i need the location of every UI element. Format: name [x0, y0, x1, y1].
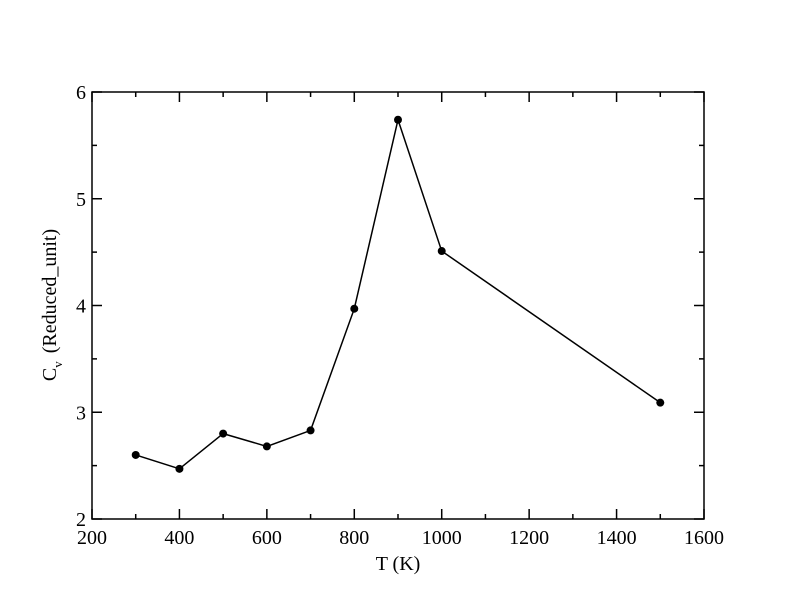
- x-tick-label: 600: [252, 527, 282, 549]
- y-label-symbol: C: [39, 368, 61, 381]
- y-tick-label: 3: [76, 402, 86, 424]
- x-tick-label: 1400: [597, 527, 637, 549]
- point: [219, 429, 228, 438]
- x-tick-label: 200: [77, 527, 107, 549]
- y-axis-label: Cv (Reduced_unit): [39, 229, 65, 381]
- y-label-unit: (Reduced_unit): [39, 229, 61, 353]
- point: [175, 464, 184, 473]
- point: [656, 398, 665, 407]
- point: [350, 304, 359, 313]
- x-tick-label: 800: [339, 527, 369, 549]
- y-tick-label: 2: [76, 509, 86, 531]
- y-tick-label: 5: [76, 189, 86, 211]
- x-tick-label: 1000: [422, 527, 462, 549]
- y-label-subscript: v: [50, 361, 65, 368]
- plot-frame: [91, 91, 705, 520]
- point: [437, 247, 446, 256]
- point: [306, 426, 315, 435]
- line: [135, 116, 661, 470]
- x-tick-label: 1200: [509, 527, 549, 549]
- y-tick-label: 4: [76, 296, 86, 318]
- point: [262, 442, 271, 451]
- y-tick-label: 6: [76, 82, 86, 104]
- point: [394, 115, 402, 124]
- x-tick-label: 1600: [684, 527, 724, 549]
- x-axis-label: T (K): [376, 553, 421, 575]
- x-tick-label: 400: [164, 527, 194, 549]
- point: [131, 450, 140, 459]
